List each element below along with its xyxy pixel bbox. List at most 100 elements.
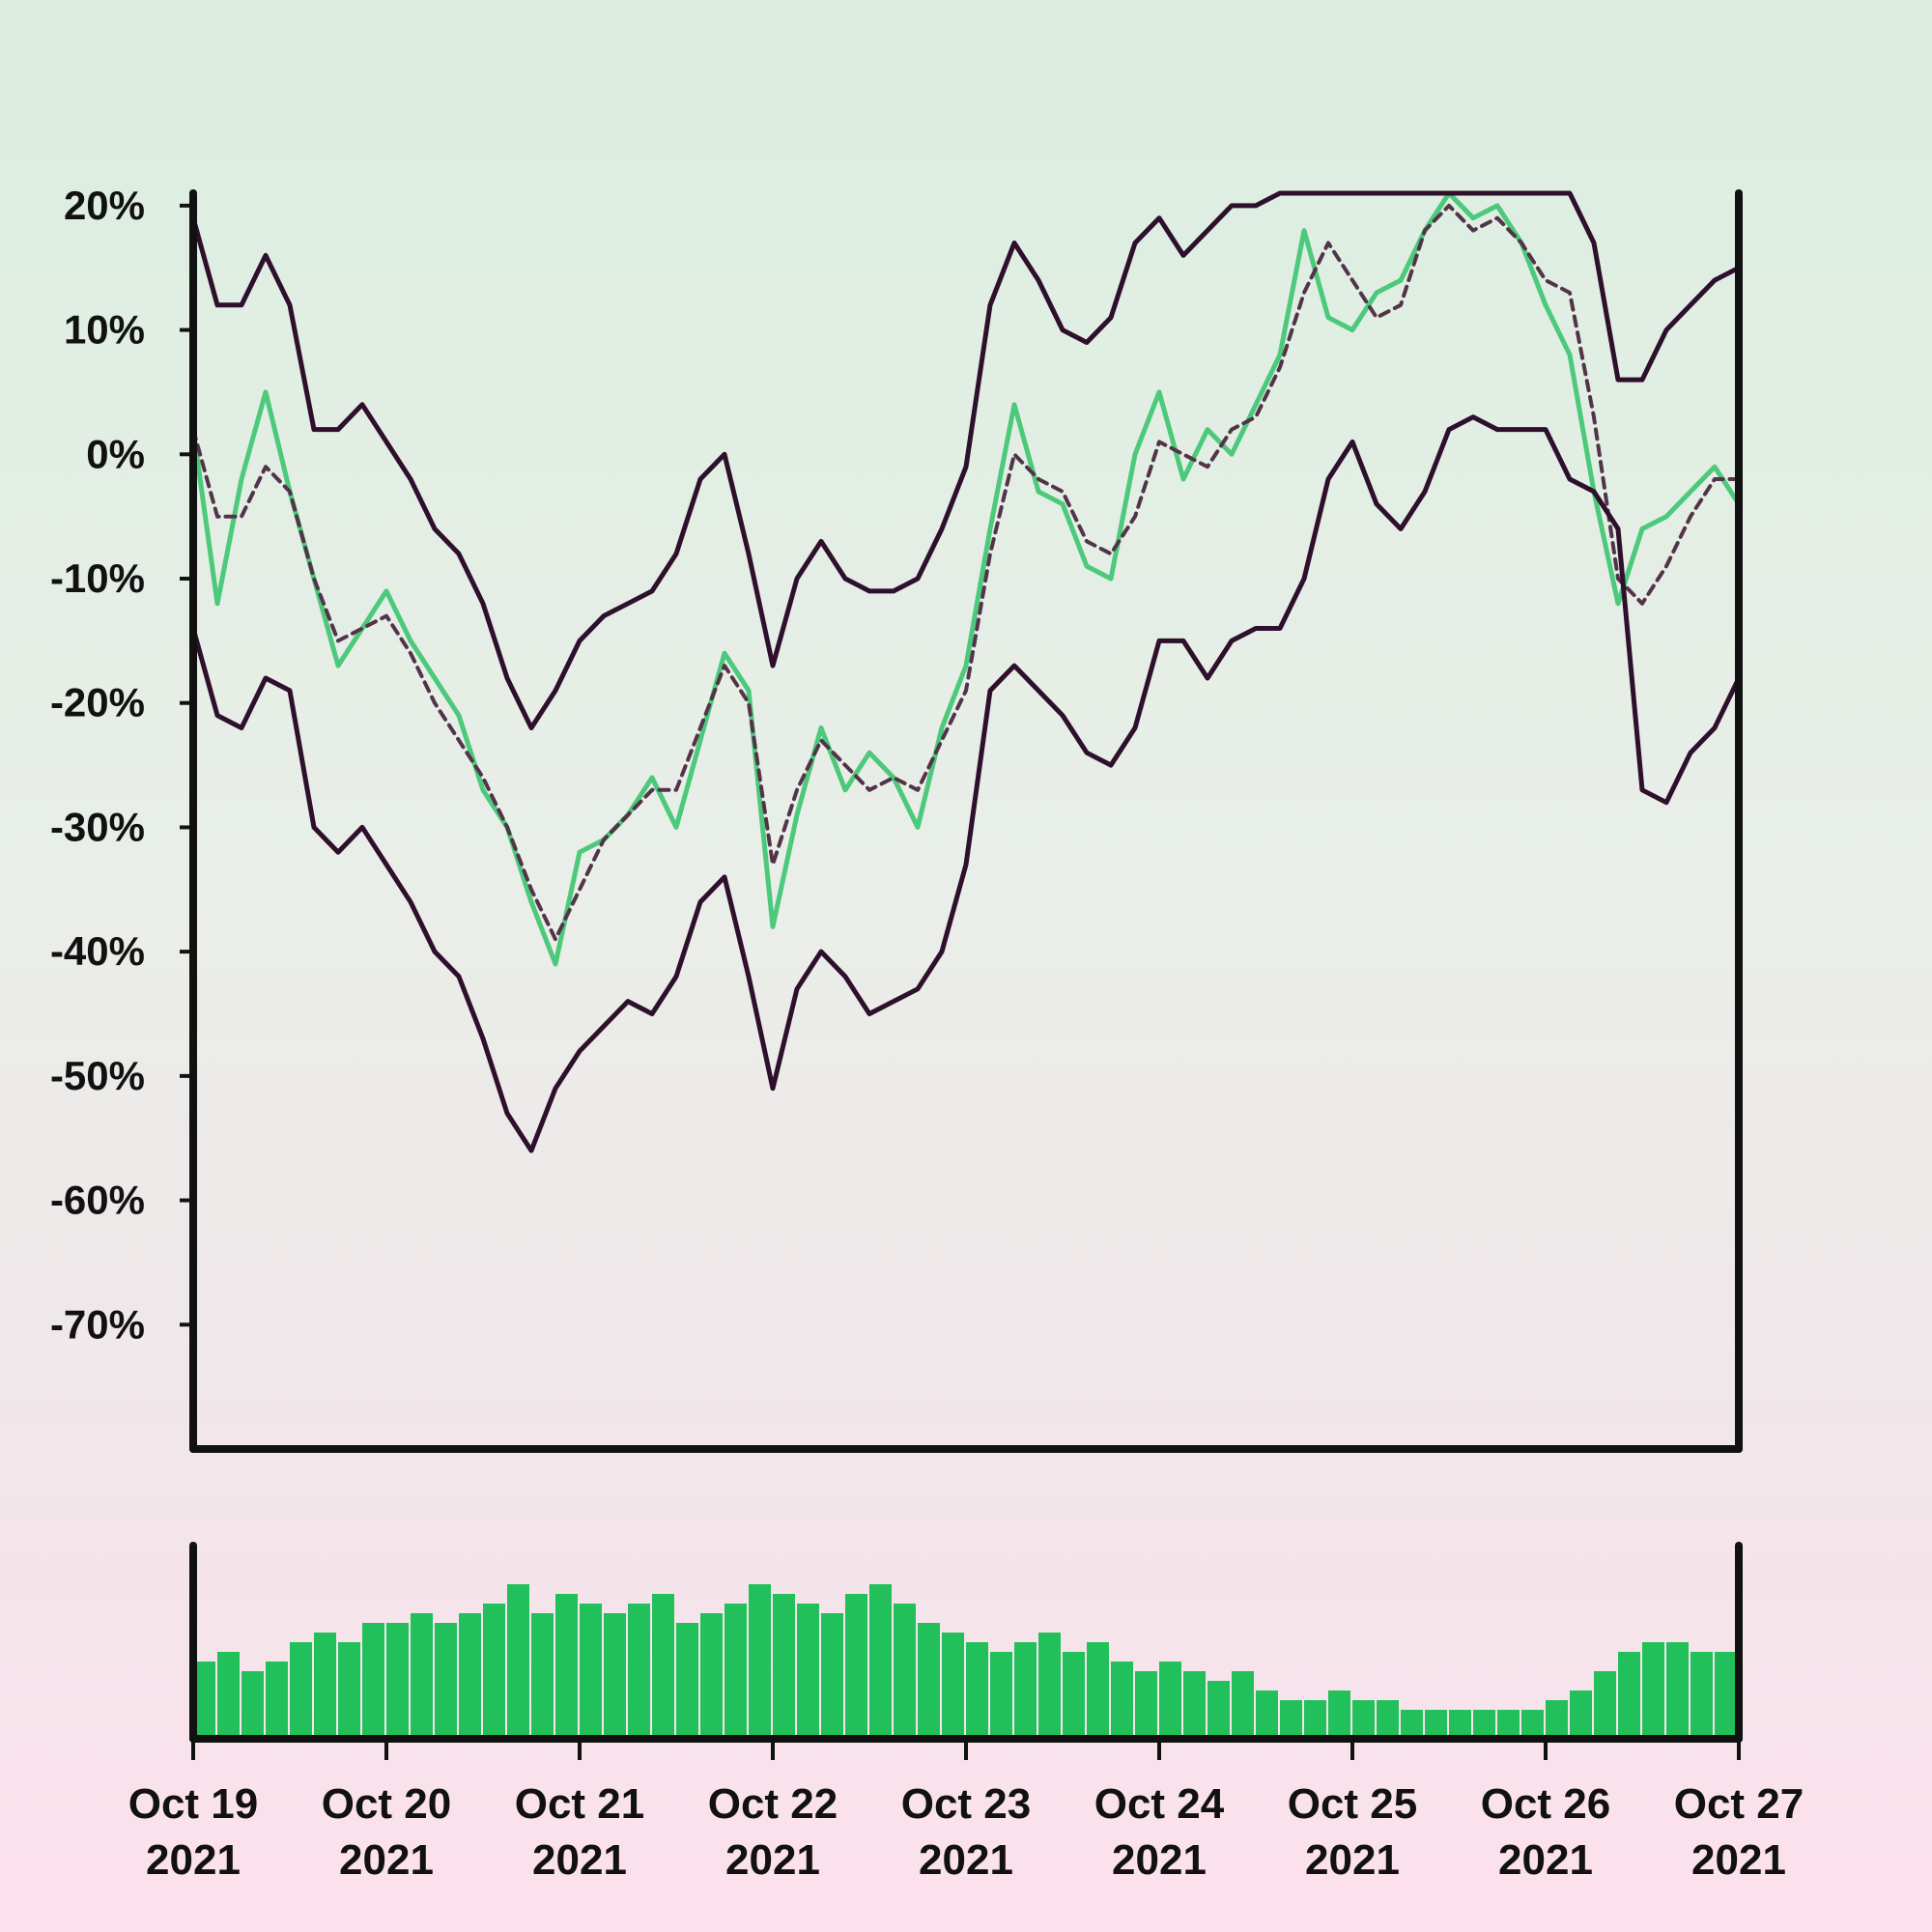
series-line-3 <box>190 414 1742 1153</box>
volume-bar <box>845 1594 867 1739</box>
volume-bar <box>290 1642 312 1739</box>
volume-bar <box>1135 1671 1157 1739</box>
volume-bar <box>1232 1671 1254 1739</box>
volume-bar <box>1352 1700 1375 1739</box>
volume-bar <box>990 1652 1012 1739</box>
x-tick-label-date: Oct 22 <box>708 1780 838 1828</box>
x-tick-label-year: 2021 <box>1498 1836 1593 1884</box>
y-tick-label: 0% <box>86 431 145 476</box>
x-tick-label-year: 2021 <box>339 1836 434 1884</box>
volume-bar <box>580 1604 602 1739</box>
volume-bar <box>869 1584 892 1739</box>
x-tick-label-year: 2021 <box>1691 1836 1786 1884</box>
volume-bar <box>700 1613 723 1739</box>
volume-bar <box>628 1604 650 1739</box>
volume-bar <box>1618 1652 1640 1739</box>
volume-bar <box>555 1594 578 1739</box>
volume-bar <box>749 1584 771 1739</box>
volume-bar <box>1401 1710 1423 1739</box>
volume-bar <box>531 1613 554 1739</box>
volume-bar <box>266 1662 288 1739</box>
volume-bar <box>1594 1671 1616 1739</box>
x-tick-label-year: 2021 <box>146 1836 241 1884</box>
volume-bar <box>1666 1642 1689 1739</box>
volume-bar <box>821 1613 843 1739</box>
volume-bar <box>1546 1700 1568 1739</box>
y-tick-label: -20% <box>50 680 145 725</box>
volume-bar <box>459 1613 481 1739</box>
x-tick-label-date: Oct 23 <box>901 1780 1032 1828</box>
volume-bar <box>1328 1690 1350 1739</box>
x-axis: Oct 19 2021 Oct 20 2021 Oct 21 2021 Oct 22 2021… <box>128 1739 1804 1884</box>
volume-bar <box>1449 1710 1471 1739</box>
y-tick-label: -40% <box>50 928 145 974</box>
volume-bar <box>338 1642 360 1739</box>
volume-bar <box>652 1594 674 1739</box>
volume-bar <box>966 1642 988 1739</box>
volume-bar <box>894 1604 916 1739</box>
x-tick-label-year: 2021 <box>1112 1836 1207 1884</box>
x-tick-label-date: Oct 27 <box>1674 1780 1804 1828</box>
x-tick-label-date: Oct 19 <box>128 1780 259 1828</box>
volume-bar <box>1521 1710 1544 1739</box>
y-tick-label: 20% <box>64 183 145 228</box>
x-tick-label-year: 2021 <box>919 1836 1013 1884</box>
x-tick-label-date: Oct 25 <box>1288 1780 1418 1828</box>
volume-bar <box>1304 1700 1326 1739</box>
x-tick-label-date: Oct 20 <box>322 1780 452 1828</box>
volume-bar <box>435 1623 457 1739</box>
volume-bar <box>1256 1690 1278 1739</box>
volume-bar <box>1425 1710 1447 1739</box>
volume-bar <box>411 1613 433 1739</box>
volume-bar <box>1473 1710 1495 1739</box>
volume-bar <box>724 1604 747 1739</box>
volume-bar <box>1111 1662 1133 1739</box>
volume-bar <box>1183 1671 1206 1739</box>
volume-bar <box>217 1652 240 1739</box>
volume-bar <box>1280 1700 1302 1739</box>
x-tick-label-year: 2021 <box>725 1836 820 1884</box>
series-line-0 <box>190 190 1742 967</box>
volume-bar <box>193 1662 215 1739</box>
series-line-1 <box>190 190 1742 730</box>
volume-bar <box>242 1671 264 1739</box>
volume-bar <box>773 1594 795 1739</box>
volume-bar <box>918 1623 940 1739</box>
x-tick-label-date: Oct 24 <box>1094 1780 1225 1828</box>
x-tick-label-date: Oct 26 <box>1481 1780 1611 1828</box>
volume-bar <box>1087 1642 1109 1739</box>
volume-bar <box>1570 1690 1592 1739</box>
y-tick-label: -70% <box>50 1301 145 1347</box>
volume-bar <box>1063 1652 1085 1739</box>
volume-bar <box>797 1604 819 1739</box>
volume-bar <box>1497 1710 1520 1739</box>
volume-bar <box>676 1623 698 1739</box>
x-tick-label-year: 2021 <box>1305 1836 1400 1884</box>
volume-bar <box>1159 1662 1181 1739</box>
x-tick-label-year: 2021 <box>532 1836 627 1884</box>
volume-panel <box>189 1542 1743 1743</box>
volume-bar <box>1642 1642 1664 1739</box>
y-tick-label: -30% <box>50 804 145 849</box>
x-tick-label-date: Oct 21 <box>515 1780 645 1828</box>
y-tick-label: 10% <box>64 307 145 353</box>
y-tick-label: -10% <box>50 555 145 601</box>
y-axis: 20% 10% 0% -10% -20% -30% -40% -50% -60% -70% <box>50 183 193 1347</box>
volume-bar <box>1038 1633 1061 1739</box>
series-line-2 <box>191 203 1741 942</box>
volume-bar <box>1377 1700 1399 1739</box>
volume-bar <box>604 1613 626 1739</box>
volume-bar <box>1715 1652 1737 1739</box>
volume-bar <box>362 1623 384 1739</box>
volume-bar <box>1208 1681 1230 1739</box>
volume-bar <box>507 1584 529 1739</box>
volume-bar <box>483 1604 505 1739</box>
volume-bar <box>386 1623 409 1739</box>
y-tick-label: -60% <box>50 1178 145 1223</box>
volume-bar <box>1014 1642 1037 1739</box>
price-panel <box>189 189 1743 1453</box>
volume-bar <box>314 1633 336 1739</box>
volume-bar <box>1690 1652 1713 1739</box>
volume-bar <box>942 1633 964 1739</box>
